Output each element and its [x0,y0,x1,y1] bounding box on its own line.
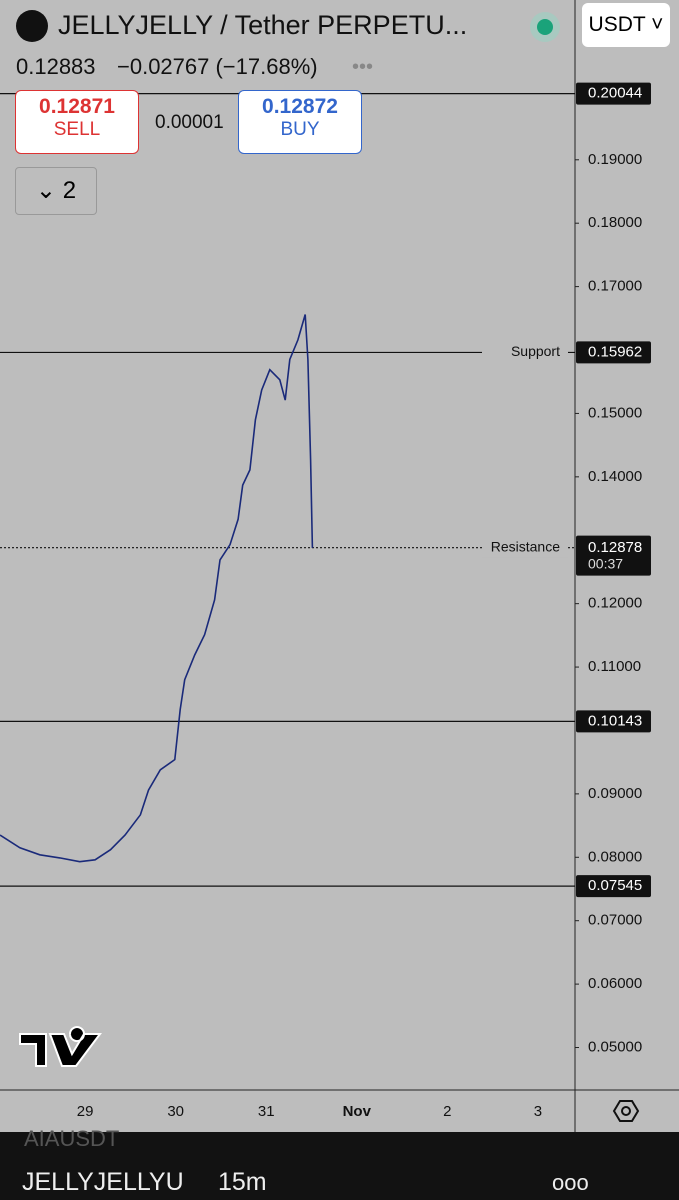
level-tag-bg [576,875,651,898]
tv-logo [19,1026,102,1067]
y-tick-label: 0.07000 [588,912,642,929]
y-tick-label: 0.17000 [588,278,642,295]
y-tick-label: 0.05000 [588,1038,642,1055]
y-tick-label: 0.14000 [588,468,642,485]
level-label-bg [482,537,568,558]
bid-tag-bg [576,536,651,559]
change: −0.02767 (−17.68%) [117,54,318,79]
level-tag: 0.07545 [588,877,642,894]
currency: USDT [588,13,646,36]
level-label-bg [482,342,568,363]
buy-button[interactable]: 0.12872 BUY [238,90,362,154]
bid-tag: 0.12878 [588,539,642,556]
layers-toggle[interactable]: ⌄ 2 [15,167,97,215]
y-tick-label: 0.18000 [588,214,642,231]
level-tag-bg [576,341,651,364]
level-label: Resistance [491,538,560,554]
menu[interactable]: ooo [552,1170,589,1195]
symbol-icon [16,10,48,42]
sell-label: SELL [53,119,101,140]
y-tick-label: 0.08000 [588,848,642,865]
interval[interactable]: 15m [218,1168,267,1196]
x-tick-label: 30 [167,1103,184,1120]
level-tag: 0.20044 [588,85,642,102]
y-tick-label: 0.11000 [588,658,641,675]
footer-symbol[interactable]: JELLYJELLYU [22,1168,184,1196]
symbol[interactable]: JELLYJELLY / Tether PERPETU... [58,10,468,40]
currency-select[interactable]: USDT ˅ [582,3,670,47]
buy-label: BUY [280,119,320,140]
countdown: 00:37 [588,555,623,571]
layers: 2 [62,177,77,204]
y-tick-label: 0.19000 [588,151,642,168]
last-price: 0.12883 [16,54,96,79]
level-tag-bg [576,710,651,733]
level-tag-bg [576,82,651,105]
bottom-bar [0,1132,679,1200]
level-tag: 0.15962 [588,343,642,360]
y-tick-label: 0.12000 [588,595,642,612]
y-tick-label: 0.15000 [588,404,642,421]
y-tick-label: 0.09000 [588,785,642,802]
level-tag: 0.10143 [588,712,642,729]
settings-icon-dot [621,1106,631,1116]
spread: 0.00001 [155,112,224,133]
settings-icon[interactable] [612,1100,640,1122]
x-tick-label: 31 [258,1103,275,1120]
level-label: Support [511,343,560,359]
x-tick-label: Nov [343,1103,372,1120]
sell-button[interactable]: 0.12871 SELL [15,90,139,154]
prev-symbol: AIAUSDT [24,1126,120,1151]
price-line [0,314,314,863]
more[interactable]: ••• [352,56,374,78]
x-tick-label: 2 [443,1103,451,1120]
sell-price: 0.12871 [39,95,115,118]
x-tick-label: 29 [77,1103,94,1120]
status [530,12,560,42]
x-tick-label: 3 [534,1103,542,1120]
buy-price: 0.12872 [262,95,338,118]
y-tick-label: 0.06000 [588,975,642,992]
